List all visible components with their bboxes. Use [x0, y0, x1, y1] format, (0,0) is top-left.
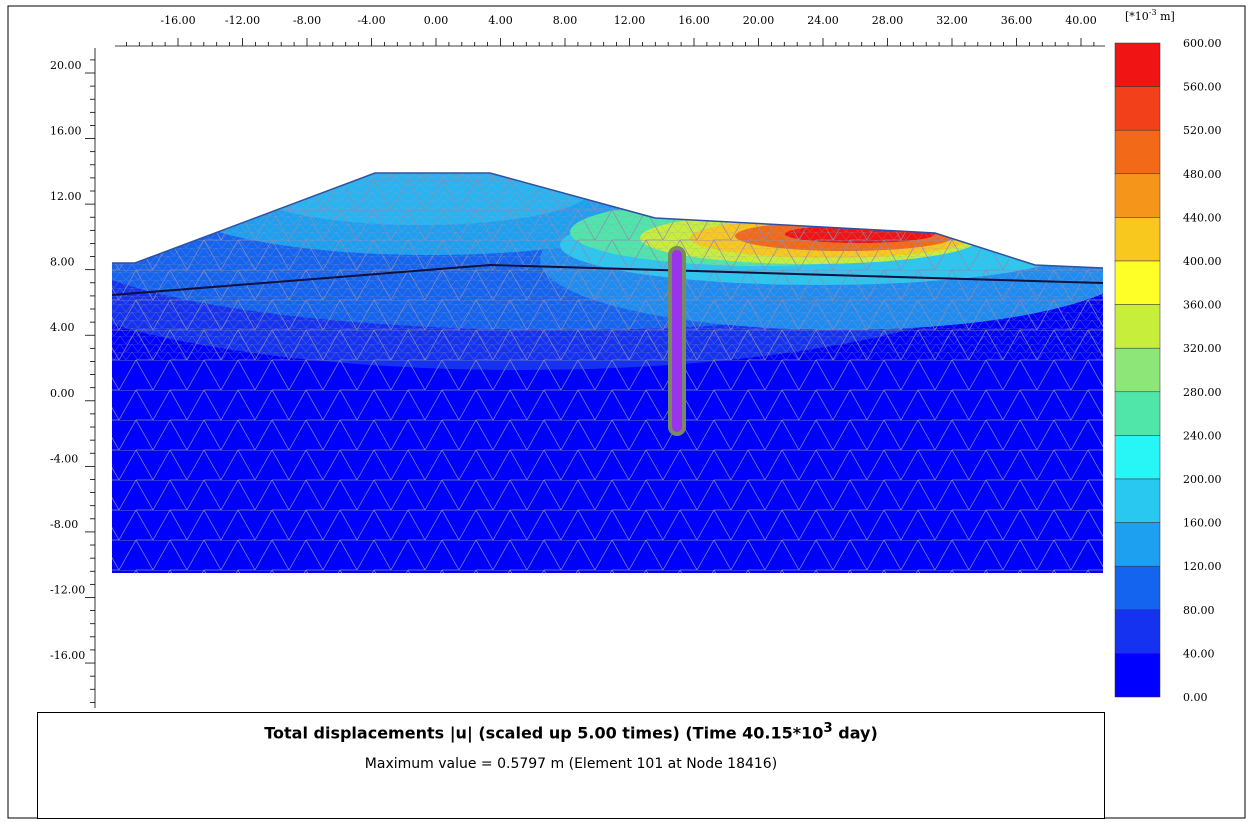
x-tick-label: 16.00	[678, 14, 710, 27]
x-tick-label: 28.00	[872, 14, 904, 27]
legend: 600.00 560.00 520.00 480.00 440.00 400.00 360.…	[1114, 37, 1222, 704]
x-tick-label: -16.00	[160, 14, 195, 27]
legend-label: 120.00	[1183, 560, 1222, 573]
y-tick-label: -4.00	[50, 452, 78, 465]
legend-band	[1114, 478, 1161, 523]
legend-label: 600.00	[1183, 37, 1222, 50]
y-tick-label: 8.00	[50, 256, 75, 269]
y-tick-label: -12.00	[50, 583, 85, 596]
x-tick-label: 12.00	[614, 14, 646, 27]
y-tick-label: 0.00	[50, 387, 75, 400]
legend-band	[1114, 435, 1161, 480]
y-tick-label: -16.00	[50, 649, 85, 662]
legend-label: 200.00	[1183, 473, 1222, 486]
x-tick-label: 40.00	[1065, 14, 1097, 27]
legend-band	[1114, 347, 1161, 393]
legend-label: 560.00	[1183, 81, 1222, 94]
legend-band	[1114, 129, 1161, 175]
legend-label: 40.00	[1183, 647, 1215, 660]
legend-band	[1114, 173, 1161, 218]
x-tick-label: -12.00	[225, 14, 260, 27]
legend-band	[1114, 304, 1161, 349]
x-ruler: -16.00 -12.00 -8.00 -4.00 0.00 4.00 8.00 12.00 1…	[115, 14, 1105, 47]
legend-label: 480.00	[1183, 168, 1222, 181]
legend-unit: [*10-3 m]	[1125, 8, 1175, 23]
x-tick-label: 36.00	[1001, 14, 1033, 27]
legend-band	[1114, 653, 1161, 698]
contour	[112, 173, 1103, 573]
legend-band	[1114, 42, 1161, 87]
x-tick-label: 8.00	[553, 14, 578, 27]
caption-title: Total displacements |u| (scaled up 5.00 …	[264, 721, 878, 743]
y-ruler: 20.00 16.00 12.00 8.00 4.00 0.00 -4.00 -8.00 -12…	[50, 48, 96, 708]
y-tick-label: 16.00	[50, 125, 82, 138]
y-tick-label: 12.00	[50, 190, 82, 203]
legend-band	[1114, 609, 1161, 654]
ground-surface	[112, 172, 1104, 269]
legend-label: 360.00	[1183, 299, 1222, 312]
x-tick-label: 20.00	[743, 14, 775, 27]
legend-band	[1114, 86, 1161, 131]
legend-band	[1114, 217, 1161, 262]
legend-band	[1114, 565, 1161, 611]
legend-label: 440.00	[1183, 211, 1222, 224]
x-tick-label: -8.00	[293, 14, 321, 27]
layer-boundary	[111, 263, 1104, 296]
legend-band	[1114, 260, 1161, 305]
legend-label: 240.00	[1183, 429, 1222, 442]
legend-label: 80.00	[1183, 604, 1215, 617]
legend-label: 520.00	[1183, 124, 1222, 137]
pile	[668, 246, 686, 436]
legend-label: 0.00	[1183, 691, 1208, 704]
x-tick-label: -4.00	[357, 14, 385, 27]
y-tick-label: 4.00	[50, 321, 75, 334]
legend-label: 160.00	[1183, 517, 1222, 530]
legend-band	[1114, 391, 1161, 436]
legend-label: 320.00	[1183, 342, 1222, 355]
x-tick-label: 32.00	[936, 14, 968, 27]
caption-subtitle: Maximum value = 0.5797 m (Element 101 at…	[364, 756, 778, 773]
y-tick-label: 20.00	[50, 59, 82, 72]
x-tick-label: 0.00	[424, 14, 449, 27]
x-tick-label: 4.00	[488, 14, 513, 27]
legend-label: 400.00	[1183, 255, 1222, 268]
legend-label: 280.00	[1183, 386, 1222, 399]
legend-band	[1114, 522, 1161, 567]
x-tick-label: 24.00	[807, 14, 839, 27]
y-tick-label: -8.00	[50, 518, 78, 531]
caption-box: Total displacements |u| (scaled up 5.00 …	[37, 712, 1105, 819]
